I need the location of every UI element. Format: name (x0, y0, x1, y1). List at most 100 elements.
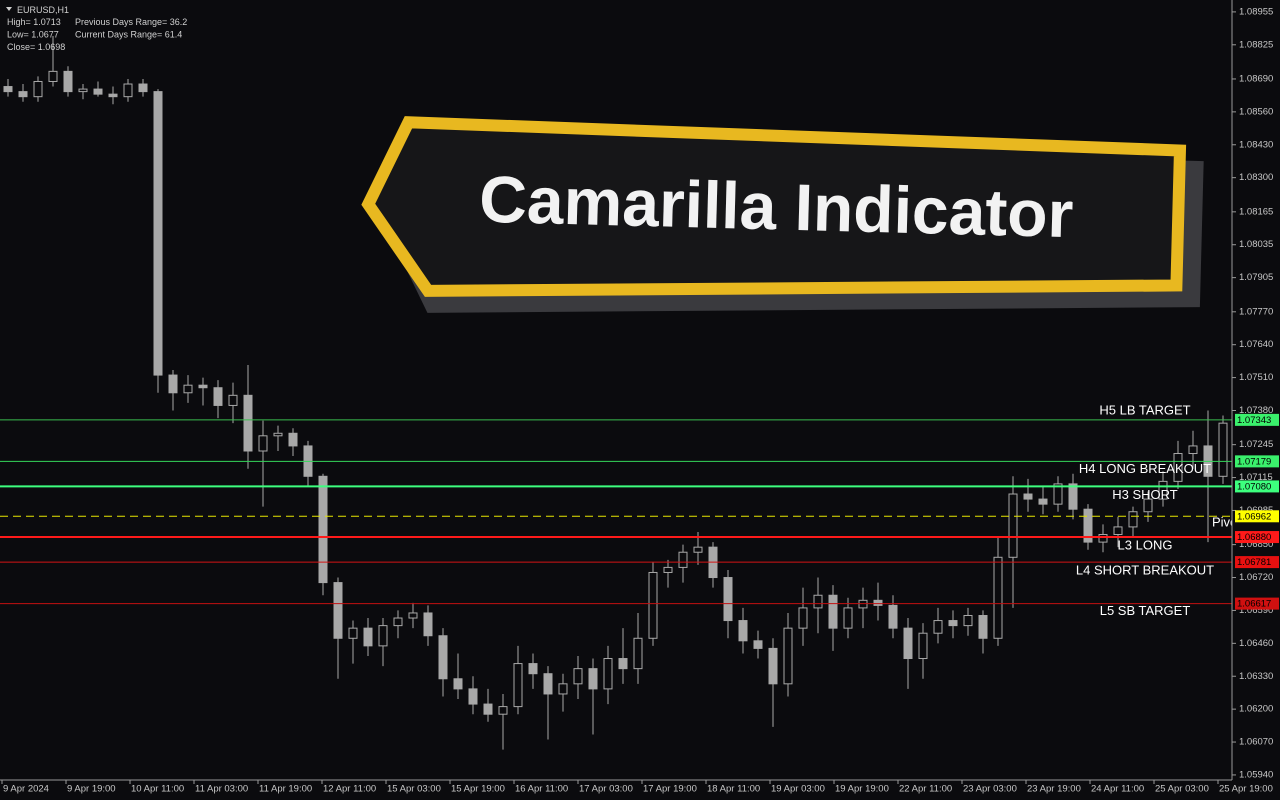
candle-body (498, 706, 508, 715)
candle-body (873, 599, 883, 606)
y-tick-label: 1.08035 (1239, 239, 1273, 250)
y-tick-label: 1.07770 (1239, 306, 1273, 317)
candle-body (258, 435, 268, 452)
candle-body (723, 577, 733, 622)
candle-body (93, 88, 103, 95)
banner-title: Camarilla Indicator (478, 162, 1074, 252)
candle-body (648, 571, 658, 639)
y-tick-label: 1.08825 (1239, 39, 1273, 50)
candle-body (1083, 508, 1093, 543)
candle-body (603, 658, 613, 690)
candle-body (3, 86, 13, 93)
y-tick-label: 1.07115 (1239, 472, 1273, 483)
y-tick-label: 1.06330 (1239, 671, 1273, 682)
banner: Camarilla Indicator (361, 116, 1204, 313)
x-tick-label: 18 Apr 11:00 (707, 784, 760, 795)
x-tick-label: 19 Apr 19:00 (835, 784, 889, 795)
candle-body (888, 604, 898, 629)
y-tick-label: 1.06070 (1239, 737, 1273, 748)
level-label: H4 LONG BREAKOUT (1079, 461, 1211, 476)
candle-body (213, 387, 223, 406)
candle-body (678, 551, 688, 568)
candle-body (978, 614, 988, 639)
candle-body (933, 620, 943, 634)
candle-body (483, 703, 493, 715)
candle-body (633, 637, 643, 670)
candle-body (168, 374, 178, 394)
info-text: Current Days Range= 61.4 (75, 30, 182, 40)
level-price-box (1235, 455, 1279, 468)
symbol: EURUSD,H1 (17, 5, 69, 15)
x-tick-label: 10 Apr 11:00 (131, 784, 184, 795)
candle-body (18, 91, 28, 98)
y-tick-label: 1.06720 (1239, 572, 1273, 583)
x-tick-label: 19 Apr 03:00 (771, 784, 825, 795)
level-label: L3 LONG (1118, 537, 1173, 552)
candle-body (738, 620, 748, 642)
level-label: L5 SB TARGET (1100, 603, 1191, 618)
level-price-label: 1.07179 (1237, 456, 1271, 467)
y-tick-label: 1.08430 (1239, 139, 1273, 150)
level-price-box (1235, 556, 1279, 569)
candle-body (468, 688, 478, 705)
y-tick-label: 1.08690 (1239, 73, 1273, 84)
x-tick-label: 15 Apr 19:00 (451, 784, 505, 795)
x-tick-label: 24 Apr 11:00 (1091, 784, 1144, 795)
candle-body (828, 594, 838, 629)
candle-body (348, 627, 358, 639)
candle-body (423, 612, 433, 637)
y-tick-label: 1.06200 (1239, 704, 1273, 715)
candle-body (903, 627, 913, 660)
candle-body (588, 668, 598, 690)
candle-body (438, 635, 448, 680)
candle-body (198, 384, 208, 389)
y-tick-label: 1.08560 (1239, 106, 1273, 117)
candle-body (273, 432, 283, 437)
candle-body (1023, 493, 1033, 500)
plot: H5 LB TARGET H4 LONG BREAKOUT H3 SHORT Pivo… (0, 35, 1232, 750)
candle-body (1038, 498, 1048, 505)
candle-body (753, 640, 763, 649)
level-price-label: 1.07343 (1237, 415, 1271, 426)
candle-body (798, 607, 808, 629)
candle-body (513, 663, 523, 708)
candle-body (948, 620, 958, 627)
y-tick-label: 1.07245 (1239, 439, 1273, 450)
candle-body (843, 607, 853, 629)
candle-body (918, 632, 928, 660)
candle-body (1173, 453, 1183, 482)
level-price-box (1235, 597, 1279, 610)
x-tick-label: 17 Apr 03:00 (579, 784, 633, 795)
level-label: L4 SHORT BREAKOUT (1076, 563, 1214, 578)
level-label: H5 LB TARGET (1099, 402, 1190, 417)
y-tick-label: 1.07510 (1239, 372, 1273, 383)
x-tick-label: 23 Apr 03:00 (963, 784, 1017, 795)
candle-body (108, 93, 118, 98)
info-text: Previous Days Range= 36.2 (75, 17, 187, 27)
x-tick-label: 23 Apr 19:00 (1027, 784, 1081, 795)
candle-body (243, 394, 253, 452)
candle-body (1053, 483, 1063, 505)
banner-shape (361, 116, 1187, 297)
y-tick-label: 1.06850 (1239, 539, 1273, 550)
candle-body (768, 647, 778, 685)
candle-body (378, 625, 388, 647)
candle-body (183, 384, 193, 394)
candle-body (1128, 511, 1138, 528)
candle-body (963, 614, 973, 627)
info-text: High= 1.0713 (7, 17, 61, 27)
candle-body (993, 556, 1003, 639)
candle-body (783, 627, 793, 685)
y-tick-label: 1.07640 (1239, 339, 1273, 350)
candle-body (288, 432, 298, 447)
info-text: Close= 1.0698 (7, 42, 65, 52)
y-tick-label: 1.08300 (1239, 172, 1273, 183)
x-tick-label: 11 Apr 19:00 (259, 784, 312, 795)
level-label: H3 SHORT (1112, 487, 1178, 502)
candle-body (618, 658, 628, 670)
level-price-box (1235, 510, 1279, 523)
candle-body (528, 663, 538, 675)
